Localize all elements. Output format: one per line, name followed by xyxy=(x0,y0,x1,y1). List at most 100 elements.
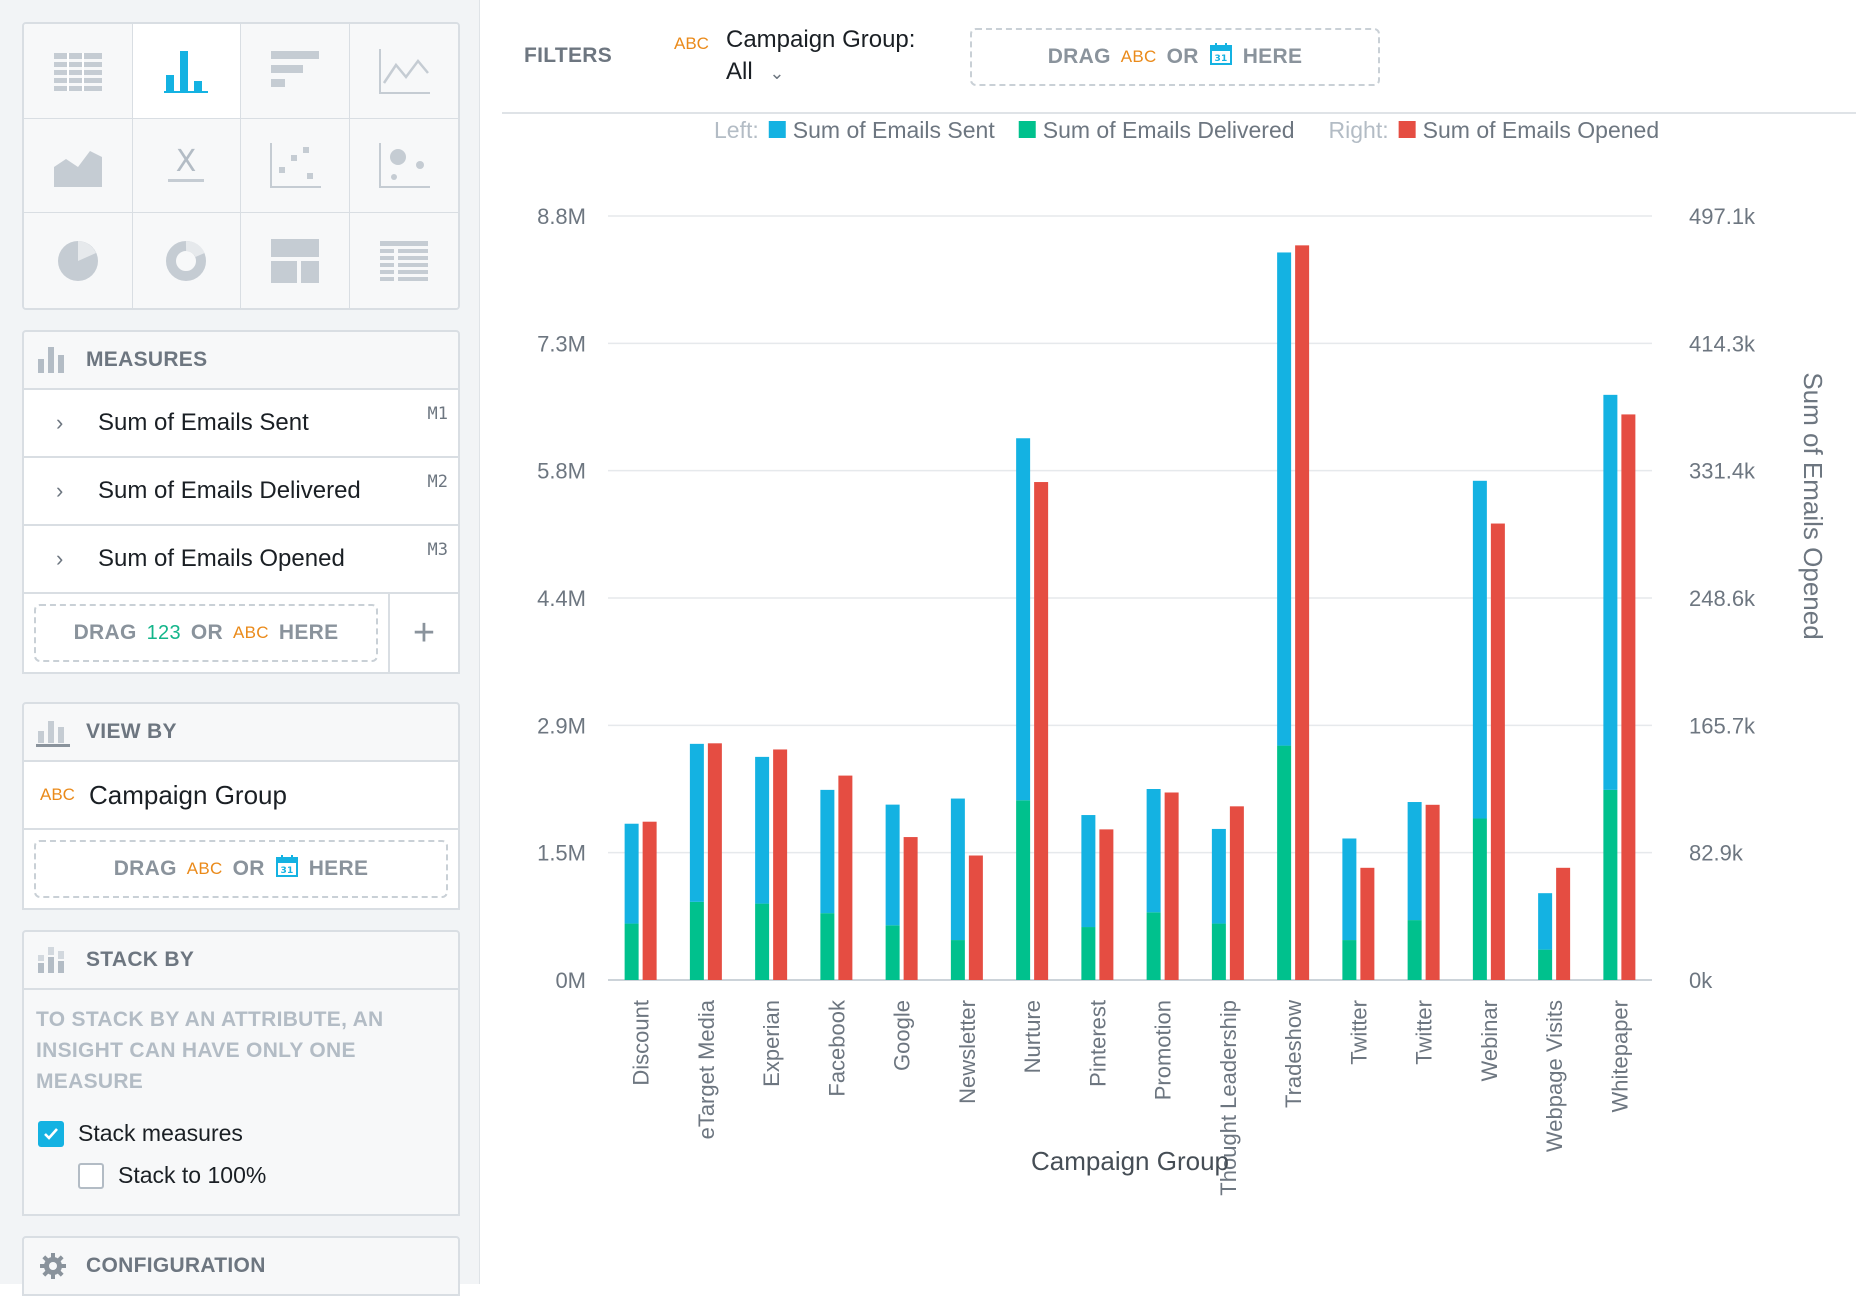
bar-emails-delivered xyxy=(1603,789,1618,980)
measure-tag: M2 xyxy=(427,472,448,492)
legend-item-delivered: Sum of Emails Delivered xyxy=(1043,117,1295,143)
bar-emails-delivered xyxy=(1472,818,1487,980)
attribute-icon: ABC xyxy=(674,34,709,53)
bar-emails-opened xyxy=(968,855,983,980)
x-tick-label: Newsletter xyxy=(955,1000,980,1104)
table-chart-icon[interactable] xyxy=(24,24,133,119)
bar-emails-sent xyxy=(624,823,639,924)
filters-label: FILTERS xyxy=(524,44,613,67)
drop-text: OR xyxy=(1166,45,1199,68)
legend-item-sent: Sum of Emails Sent xyxy=(793,117,996,143)
x-tick-label: Experian xyxy=(759,1000,784,1087)
numeric-icon: 123 xyxy=(146,621,181,644)
viewby-dropzone[interactable]: DRAG ABC OR 31 HERE xyxy=(34,840,448,898)
donut-chart-icon[interactable] xyxy=(132,213,241,308)
y-right-axis-title: Sum of Emails Opened xyxy=(1798,372,1828,639)
stackby-note: TO STACK BY AN ATTRIBUTE, AN INSIGHT CAN… xyxy=(36,1004,384,1097)
bar-emails-sent xyxy=(1211,828,1226,924)
y-left-tick-label: 8.8M xyxy=(537,204,586,229)
stack-100-label: Stack to 100% xyxy=(118,1162,267,1188)
measures-dropzone[interactable]: DRAG 123 OR ABC HERE xyxy=(34,604,378,662)
bar-emails-delivered xyxy=(755,903,770,980)
bar-emails-delivered xyxy=(1146,912,1161,980)
bar-emails-opened xyxy=(1295,245,1310,981)
bar-emails-delivered xyxy=(1407,920,1422,980)
measure-label: Sum of Emails Sent xyxy=(98,409,309,436)
viewby-drop-row: DRAG ABC OR 31 HERE xyxy=(22,830,460,910)
pivot-table-icon[interactable] xyxy=(349,213,458,308)
x-tick-label: Thought Leadership xyxy=(1216,1000,1241,1196)
divider xyxy=(388,594,390,672)
stackby-title: STACK BY xyxy=(86,948,195,971)
note-line: MEASURE xyxy=(36,1070,144,1093)
bar-emails-sent xyxy=(1538,893,1553,950)
drop-text: HERE xyxy=(308,857,369,880)
configuration-header[interactable]: CONFIGURATION xyxy=(22,1236,460,1296)
headline-icon[interactable]: X xyxy=(132,118,241,214)
bar-emails-sent xyxy=(689,743,704,902)
area-chart-icon[interactable] xyxy=(24,118,133,214)
chevron-right-icon[interactable]: › xyxy=(56,478,64,503)
bubble-chart-icon[interactable] xyxy=(349,118,458,214)
bar-emails-opened xyxy=(1034,482,1049,980)
measure-item-1[interactable]: › Sum of Emails Sent M1 xyxy=(22,390,460,458)
add-measure-button[interactable]: + xyxy=(412,611,436,654)
chevron-right-icon[interactable]: › xyxy=(56,546,64,571)
bar-emails-opened xyxy=(642,821,657,980)
y-right-tick-label: 82.9k xyxy=(1689,841,1744,866)
pie-chart-icon[interactable] xyxy=(24,213,133,308)
bar-emails-opened xyxy=(1099,829,1114,980)
checkbox-unchecked-icon[interactable] xyxy=(78,1162,104,1189)
chevron-right-icon[interactable]: › xyxy=(56,410,64,435)
drop-text: OR xyxy=(232,857,265,880)
measure-tag: M1 xyxy=(427,404,448,424)
drop-text: HERE xyxy=(1242,45,1303,68)
stack-measures-option[interactable]: Stack measures xyxy=(38,1120,243,1147)
y-left-tick-label: 2.9M xyxy=(537,713,586,738)
y-right-tick-label: 165.7k xyxy=(1689,713,1756,738)
y-left-tick-label: 1.5M xyxy=(537,841,586,866)
checkbox-checked-icon[interactable] xyxy=(38,1120,64,1147)
line-chart-icon[interactable] xyxy=(349,24,458,119)
chevron-down-icon: ⌄ xyxy=(769,63,785,83)
x-tick-label: eTarget Media xyxy=(694,999,719,1139)
measures-title: MEASURES xyxy=(86,348,208,371)
bar-emails-opened xyxy=(773,749,788,980)
filter-bar: FILTERS ABC Campaign Group: All ⌄ DRAG A… xyxy=(502,0,1856,114)
stackby-section: STACK BY TO STACK BY AN ATTRIBUTE, AN IN… xyxy=(22,930,460,1216)
measures-drop-row: DRAG 123 OR ABC HERE + xyxy=(22,594,460,674)
configuration-title: CONFIGURATION xyxy=(86,1254,266,1277)
treemap-icon[interactable] xyxy=(241,213,350,308)
note-line: INSIGHT CAN HAVE ONLY ONE xyxy=(36,1039,356,1062)
bar-chart-icon[interactable] xyxy=(241,24,350,119)
measures-section: MEASURES › Sum of Emails Sent M1 › Sum o… xyxy=(22,330,460,674)
drop-text: DRAG xyxy=(1047,45,1111,68)
y-right-tick-label: 248.6k xyxy=(1689,586,1756,611)
viewby-header: VIEW BY xyxy=(22,702,460,762)
legend-left-label: Left: xyxy=(714,117,759,143)
stack-100-option[interactable]: Stack to 100% xyxy=(78,1162,266,1189)
x-tick-label: Nurture xyxy=(1020,1000,1045,1073)
bar-emails-sent xyxy=(1016,438,1031,801)
y-left-tick-label: 7.3M xyxy=(537,331,586,356)
filter-value[interactable]: All ⌄ xyxy=(726,58,784,86)
measure-item-3[interactable]: › Sum of Emails Opened M3 xyxy=(22,526,460,594)
stackby-header: STACK BY xyxy=(22,930,460,990)
svg-text:31: 31 xyxy=(280,866,293,876)
svg-text:31: 31 xyxy=(1214,54,1227,64)
filter-dropzone[interactable]: DRAG ABC OR 31 HERE xyxy=(970,28,1380,86)
bar-emails-opened xyxy=(903,837,918,980)
column-chart-icon[interactable] xyxy=(132,24,241,119)
legend-swatch-delivered xyxy=(1018,121,1036,138)
viewby-title: VIEW BY xyxy=(86,720,177,743)
bar-emails-delivered xyxy=(624,923,639,980)
viewby-section: VIEW BY ABC Campaign Group DRAG ABC OR 3… xyxy=(22,702,460,910)
y-right-tick-label: 0k xyxy=(1689,968,1713,993)
x-tick-label: Twitter xyxy=(1346,1000,1371,1065)
scatter-plot-icon[interactable] xyxy=(241,118,350,214)
x-tick-label: Whitepaper xyxy=(1607,1000,1632,1113)
viewby-item[interactable]: ABC Campaign Group xyxy=(22,762,460,830)
configuration-section[interactable]: CONFIGURATION xyxy=(22,1236,460,1296)
attribute-icon: ABC xyxy=(186,859,223,878)
measure-item-2[interactable]: › Sum of Emails Delivered M2 xyxy=(22,458,460,526)
